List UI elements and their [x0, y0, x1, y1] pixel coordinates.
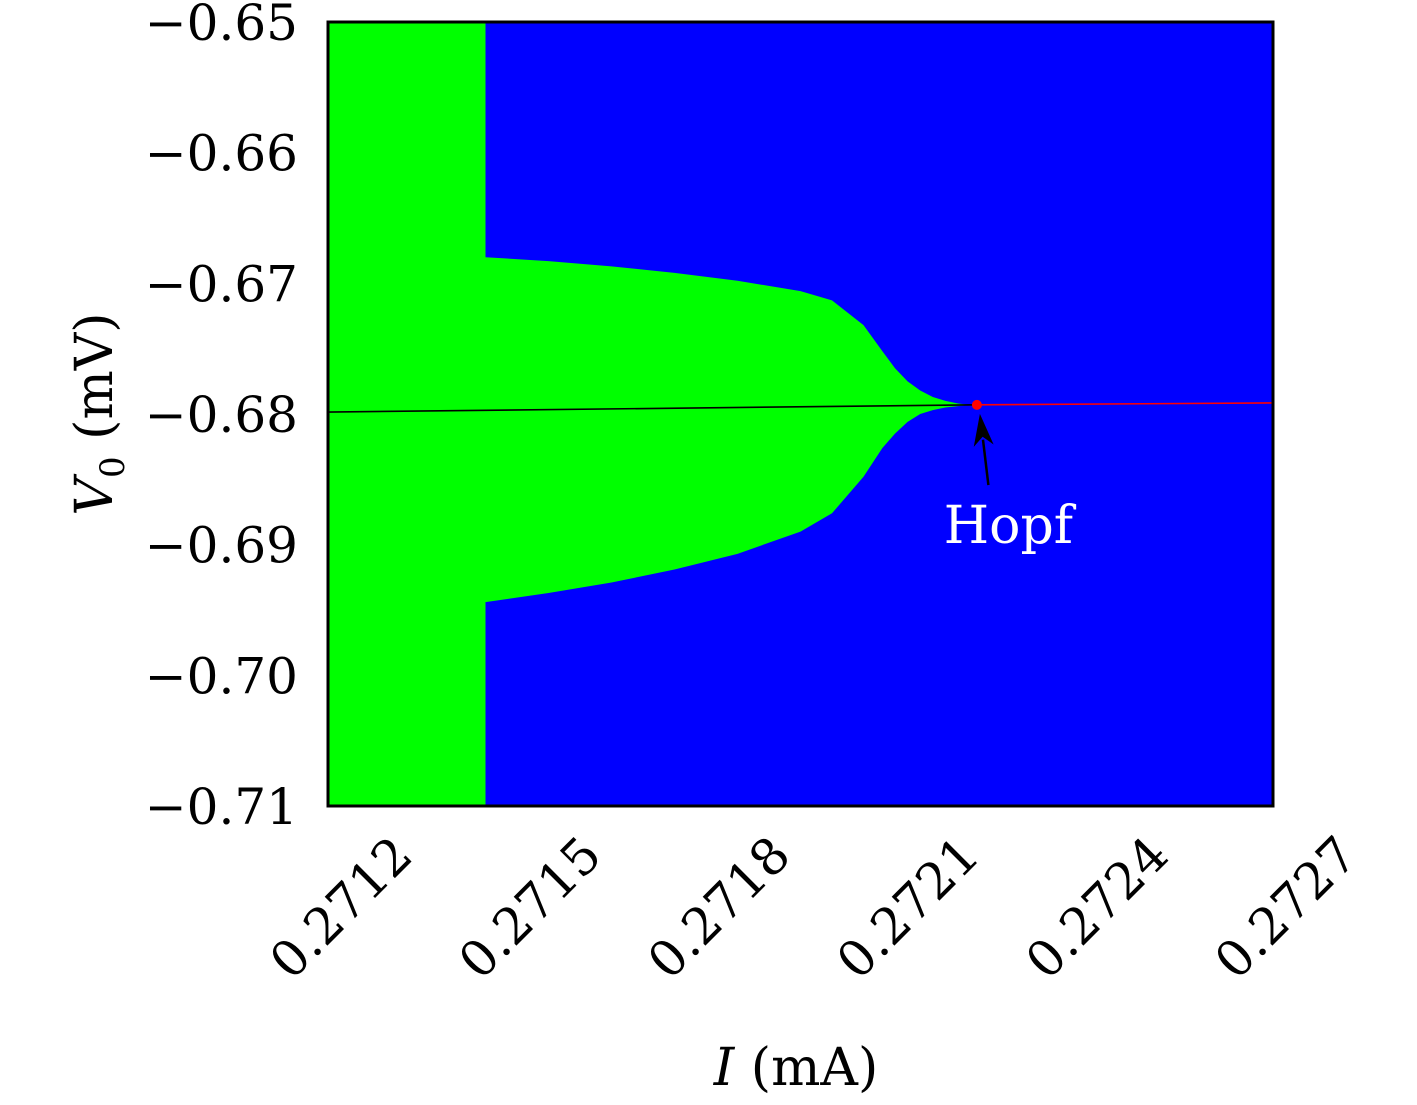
- y-tick-label: −0.66: [145, 125, 298, 183]
- y-tick-label: −0.69: [145, 517, 298, 575]
- y-tick-label: −0.70: [145, 647, 298, 705]
- y-axis-unit: (mV): [65, 312, 125, 456]
- x-axis-variable: I: [713, 1038, 736, 1098]
- x-axis-unit: (mA): [734, 1038, 878, 1098]
- x-tick-label: 0.2721: [826, 825, 991, 990]
- hopf-point-marker: [971, 399, 982, 410]
- x-axis: 0.2712 0.2715 0.2718 0.2721 0.2724 0.2727: [259, 825, 1369, 990]
- unstable-branch-line: [976, 402, 1274, 406]
- x-tick-label: 0.2718: [637, 825, 802, 990]
- x-tick-label: 0.2724: [1015, 825, 1180, 990]
- hopf-arrow-shaft: [981, 439, 990, 486]
- y-axis-subscript: 0: [93, 456, 133, 478]
- hopf-arrow-head: [973, 413, 994, 447]
- oscillation-region: [328, 22, 971, 806]
- y-axis-variable: V: [65, 474, 125, 516]
- y-tick-label: −0.68: [145, 386, 298, 444]
- plot-frame: [326, 20, 1275, 808]
- hopf-annotation: Hopf: [944, 496, 1077, 556]
- x-axis-label: I (mA): [713, 1038, 879, 1098]
- x-tick-label: 0.2727: [1204, 825, 1369, 990]
- y-tick-label: −0.71: [145, 778, 298, 836]
- x-tick-label: 0.2715: [448, 825, 613, 990]
- y-tick-label: −0.67: [145, 255, 298, 313]
- y-axis: −0.65 −0.66 −0.67 −0.68 −0.69 −0.70 −0.71: [145, 0, 298, 836]
- y-tick-label: −0.65: [145, 0, 298, 52]
- y-axis-label: V0 (mV): [65, 312, 133, 515]
- x-tick-label: 0.2712: [259, 825, 424, 990]
- stable-branch-line: [327, 404, 977, 413]
